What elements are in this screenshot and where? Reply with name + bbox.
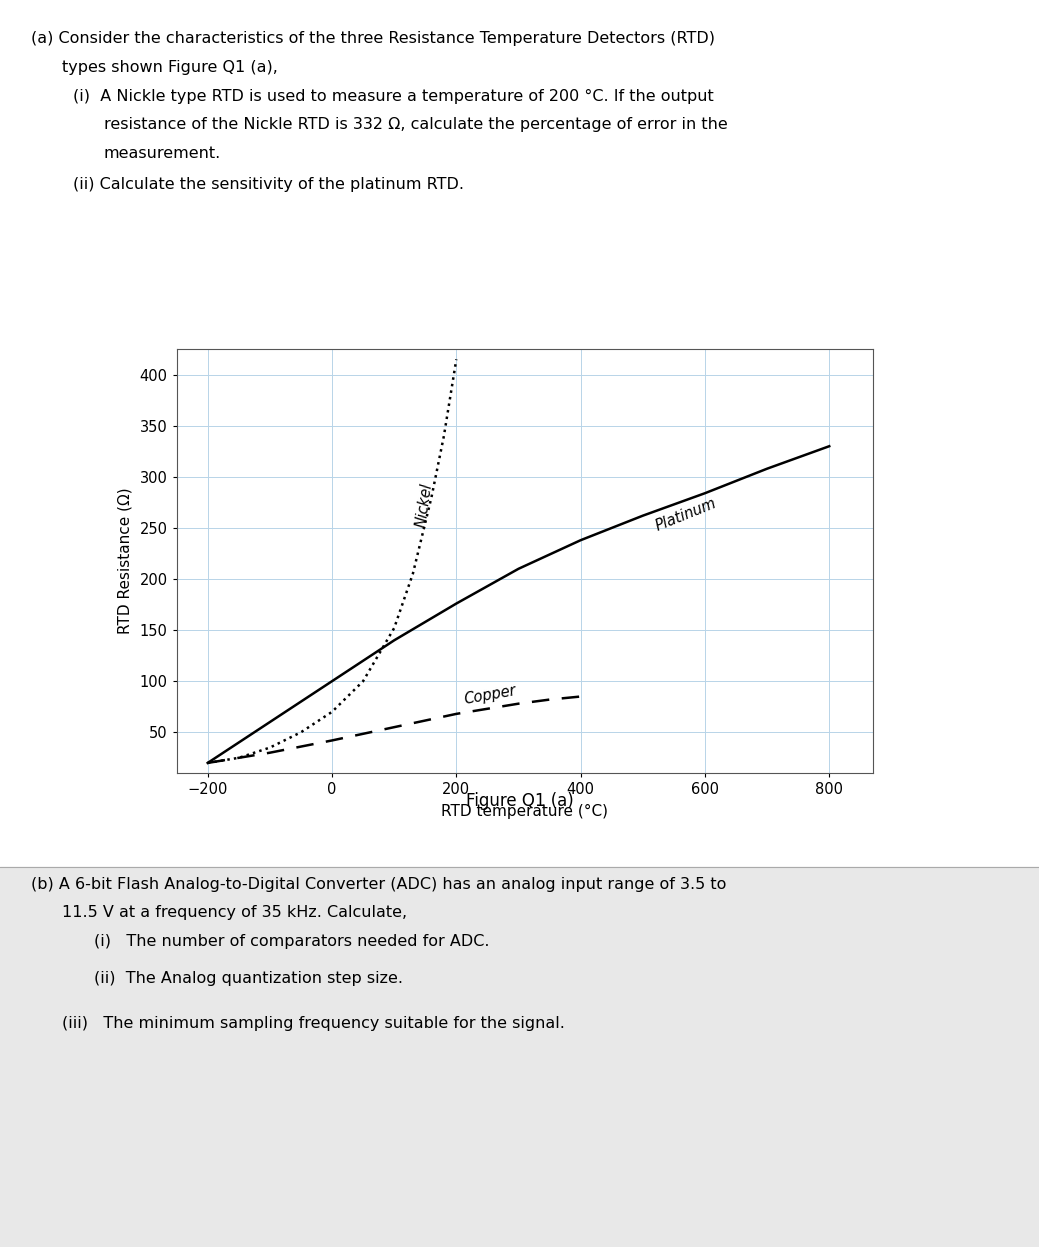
Text: (ii) Calculate the sensitivity of the platinum RTD.: (ii) Calculate the sensitivity of the pl… xyxy=(73,177,463,192)
Text: (iii)   The minimum sampling frequency suitable for the signal.: (iii) The minimum sampling frequency sui… xyxy=(62,1016,565,1031)
Text: (a) Consider the characteristics of the three Resistance Temperature Detectors (: (a) Consider the characteristics of the … xyxy=(31,31,715,46)
Text: (ii)  The Analog quantization step size.: (ii) The Analog quantization step size. xyxy=(94,971,402,986)
Text: Nickel: Nickel xyxy=(414,481,434,527)
Y-axis label: RTD Resistance (Ω): RTD Resistance (Ω) xyxy=(117,488,133,635)
Text: Figure Q1 (a): Figure Q1 (a) xyxy=(465,792,574,809)
Text: (b) A 6-bit Flash Analog-to-Digital Converter (ADC) has an analog input range of: (b) A 6-bit Flash Analog-to-Digital Conv… xyxy=(31,877,726,892)
Text: Platinum: Platinum xyxy=(654,496,719,534)
X-axis label: RTD temperature (°C): RTD temperature (°C) xyxy=(442,804,608,819)
Text: (i)   The number of comparators needed for ADC.: (i) The number of comparators needed for… xyxy=(94,934,489,949)
Text: Copper: Copper xyxy=(463,683,517,707)
Text: types shown Figure Q1 (a),: types shown Figure Q1 (a), xyxy=(62,60,278,75)
Text: measurement.: measurement. xyxy=(104,146,221,161)
Text: 11.5 V at a frequency of 35 kHz. Calculate,: 11.5 V at a frequency of 35 kHz. Calcula… xyxy=(62,905,407,920)
Text: resistance of the Nickle RTD is 332 Ω, calculate the percentage of error in the: resistance of the Nickle RTD is 332 Ω, c… xyxy=(104,117,727,132)
Text: (i)  A Nickle type RTD is used to measure a temperature of 200 °C. If the output: (i) A Nickle type RTD is used to measure… xyxy=(73,89,714,104)
